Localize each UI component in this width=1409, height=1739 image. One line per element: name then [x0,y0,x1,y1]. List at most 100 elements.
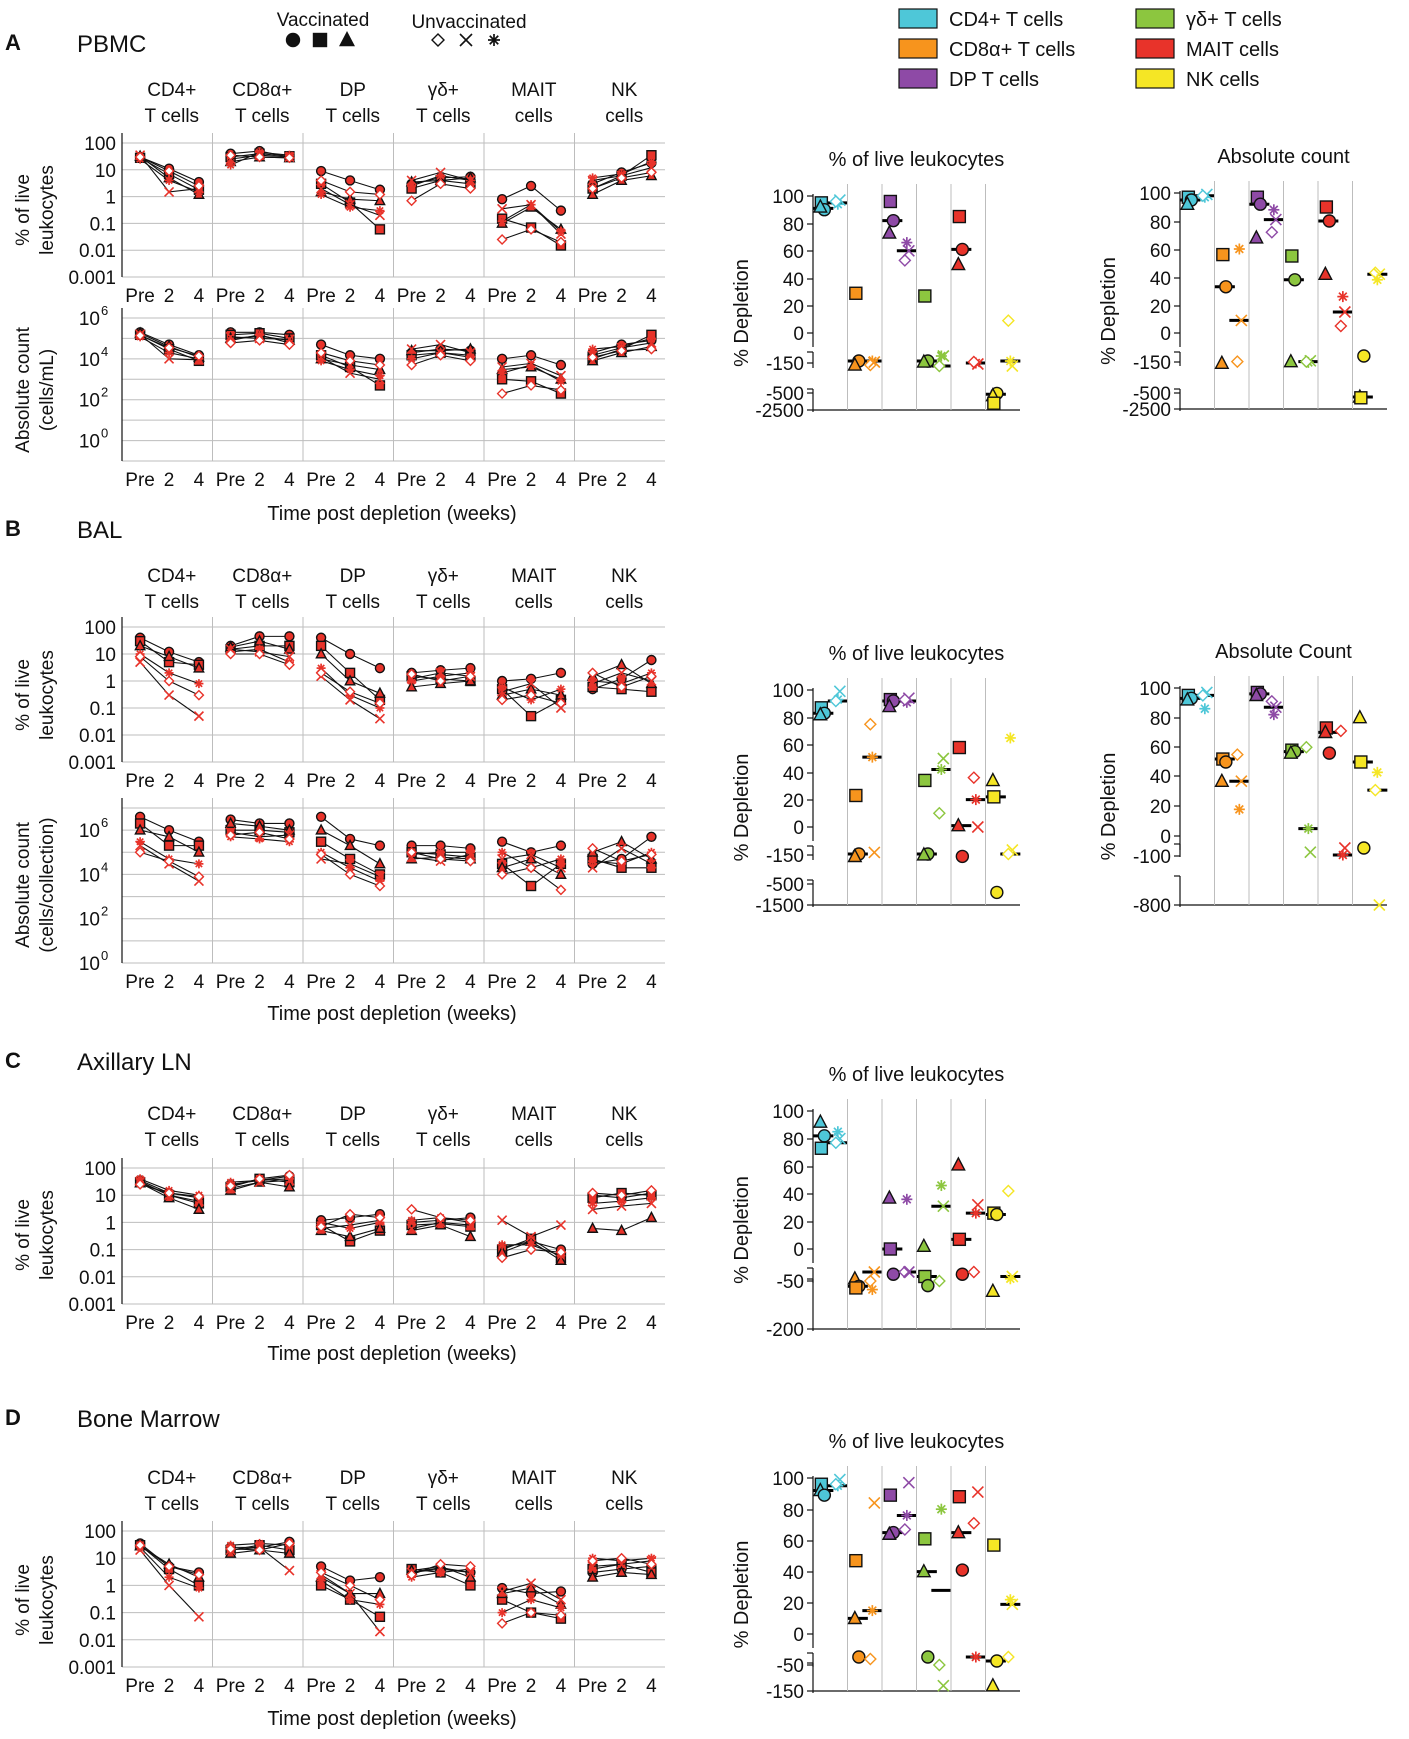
x-tick-label: Pre [125,972,155,993]
y-tick-label: 100 [772,681,804,702]
depletion-point [1317,723,1333,739]
depletion-point [1179,195,1195,211]
panel-letter-D: D [5,1405,21,1430]
y-tick-label: 0.01 [79,726,116,747]
data-point [525,1607,537,1619]
x-tick-label: Pre [397,286,427,307]
depletion-point [921,1278,935,1293]
y-tick-label: 100 [1139,679,1171,700]
depletion-point [829,1136,843,1150]
data-point [163,1580,175,1591]
cell-header-line2: cells [605,106,643,127]
y-tick-exponent: 4 [101,859,108,874]
depletion-ylabel: % Depletion [731,259,753,367]
y-tick-label: -50 [777,1272,804,1293]
data-point [555,697,567,709]
data-point [315,1221,327,1233]
data-point [496,836,508,847]
data-point [315,347,327,359]
data-point [406,175,417,186]
x-tick-label: 2 [616,972,627,993]
data-point [134,1178,146,1190]
y-tick-exponent: 6 [101,815,108,830]
cell-header-line1: CD4+ [147,80,196,101]
y-tick-label: 0.1 [90,699,116,720]
cell-header-line1: CD8α+ [232,1104,292,1125]
depletion-point [950,1156,966,1171]
data-point [374,713,385,724]
x-tick-label: Pre [306,972,336,993]
data-point [374,871,385,882]
depletion-point [987,1538,1001,1552]
data-point [163,690,175,701]
depletion-point [952,740,967,755]
data-point [315,811,327,823]
data-point [587,351,599,363]
data-point [525,379,537,391]
depletion-point [1004,355,1016,367]
x-tick-label: Pre [216,972,246,993]
data-point [616,1200,627,1212]
depletion-point [1248,229,1264,244]
data-point [435,349,447,361]
y-tick-label: 0 [793,1625,804,1646]
depletion-point [1304,846,1317,859]
x-tick-label: 4 [194,1676,205,1697]
x-tick-label: 2 [164,972,175,993]
depletion-title: % of live leukocytes [829,1431,1005,1453]
data-point [555,1219,566,1231]
data-point [406,359,418,371]
depletion-point [971,820,984,834]
depletion-point [937,752,950,765]
x-tick-label: 4 [375,771,386,792]
data-point [525,710,537,722]
depletion-point [883,1488,898,1502]
depletion-point [950,817,966,832]
depletion-point [918,289,932,303]
data-point [344,175,356,186]
data-point [193,180,205,192]
y-tick-label: 80 [783,709,804,730]
depletion-point [932,359,946,373]
depletion-point [1352,709,1368,724]
depletion-point [812,198,828,213]
cell-header-line1: CD4+ [147,1468,196,1489]
data-point [344,1229,356,1242]
data-point [406,846,418,858]
x-tick-label: 4 [556,1676,567,1697]
data-point [163,165,175,177]
depletion-point [1001,1184,1015,1198]
depletion-point [1283,744,1299,759]
depletion-point [1337,849,1349,861]
x-tick-label: 2 [526,771,537,792]
depletion-point [1357,841,1371,855]
depletion-point [866,1284,878,1296]
data-point [497,361,508,373]
depletion-point [863,717,877,731]
data-point [193,711,204,722]
depletion-point [847,1609,863,1625]
data-point [496,193,508,205]
y-tick-label: 0 [1160,827,1171,848]
ylabel-line1: Absolute count [13,821,34,947]
ylabel-line2: leukocytes [37,165,58,255]
A-depletion-pct: % of live leukocytes % Depletion 100 80 60 40… [731,149,1021,422]
cell-header-line2: cells [605,592,643,613]
data-point [555,867,567,879]
x-tick-label: 4 [284,470,295,491]
depletion-point [937,349,950,363]
B-depletion-count: Absolute Count % Depletion 100 80 60 40 20 0-10… [1098,641,1388,917]
y-tick-label: 1 [105,188,116,209]
data-point [616,855,628,867]
y-tick-label: 10 [95,1549,116,1570]
data-point [496,388,508,400]
data-point [645,848,657,860]
x-tick-label: 4 [375,286,386,307]
cell-header-line2: cells [605,1130,643,1151]
data-point [645,1567,658,1580]
data-point [525,1231,537,1242]
data-point [464,355,476,367]
depletion-point [1001,847,1015,861]
ylabel-line2: leukocytes [37,650,58,740]
data-point [344,1208,356,1220]
